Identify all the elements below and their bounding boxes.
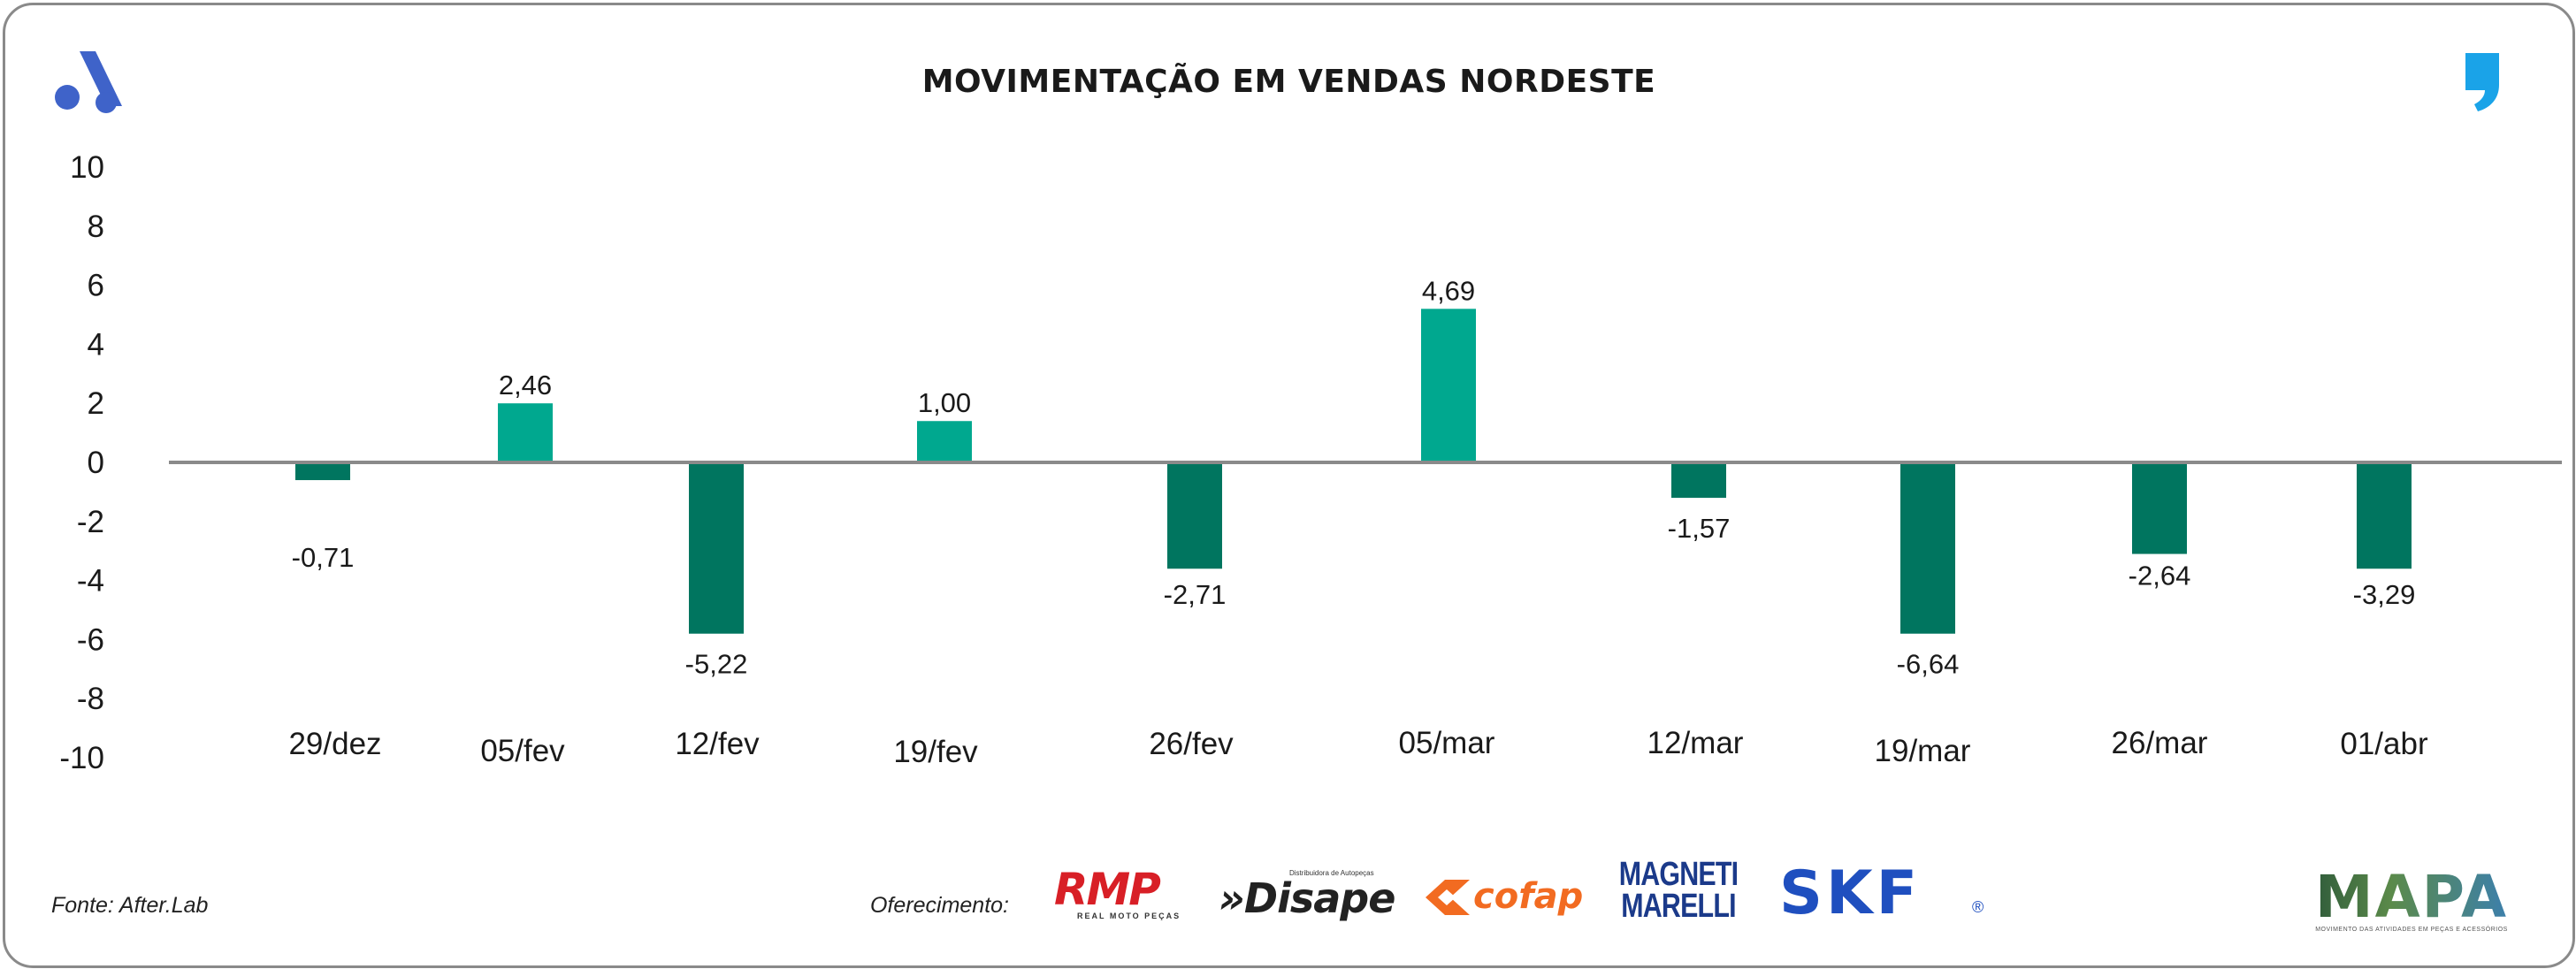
y-tick-label: 4 bbox=[88, 327, 104, 362]
comma-logo-icon bbox=[2465, 53, 2499, 111]
magneti-logo-line1: MAGNETI bbox=[1618, 856, 1739, 893]
mapa-logo: MAPA MOVIMENTO DAS ATIVIDADES EM PEÇAS E… bbox=[2310, 868, 2513, 939]
data-label: -5,22 bbox=[685, 649, 748, 680]
x-tick-label: 05/fev bbox=[480, 734, 565, 768]
bar-29/dez bbox=[295, 462, 350, 481]
y-tick-label: -10 bbox=[59, 741, 104, 775]
x-tick-label: 26/fev bbox=[1149, 727, 1234, 761]
mapa-logo-name: MAPA bbox=[2310, 868, 2513, 927]
source-note: Fonte: After.Lab bbox=[51, 893, 209, 918]
data-label: -0,71 bbox=[292, 542, 355, 573]
x-tick-label: 01/abr bbox=[2340, 727, 2428, 761]
rmp-logo-name: RMP bbox=[1054, 864, 1161, 915]
disape-logo: Distribuidora de Autopeças »Disape bbox=[1219, 869, 1395, 931]
bar-01/abr bbox=[2357, 462, 2412, 569]
y-tick-label: 6 bbox=[88, 269, 104, 303]
x-tick-label: 19/mar bbox=[1875, 734, 1971, 768]
bar-26/mar bbox=[2132, 462, 2187, 554]
rmp-logo-tagline: REAL MOTO PEÇAS bbox=[1077, 912, 1181, 920]
y-tick-label: 2 bbox=[88, 386, 104, 421]
y-tick-label: -4 bbox=[77, 564, 104, 599]
disape-logo-tagline: Distribuidora de Autopeças bbox=[1289, 869, 1374, 877]
data-label: -6,64 bbox=[1897, 649, 1960, 680]
bar-05/fev bbox=[498, 403, 553, 462]
y-axis: 10 8 6 4 2 0 -2 -4 -6 -8 -10 bbox=[59, 150, 104, 775]
chart-card: MOVIMENTAÇÃO EM VENDAS NORDESTE 10 8 6 4 2 0 -… bbox=[3, 3, 2575, 968]
mapa-logo-tagline: MOVIMENTO DAS ATIVIDADES EM PEÇAS E ACES… bbox=[2315, 927, 2508, 933]
cofap-mark-icon bbox=[1426, 880, 1470, 915]
bar-chart: 10 8 6 4 2 0 -2 -4 -6 -8 -10 -0,71 2,46 -5,22 1,00 -2,… bbox=[59, 150, 2562, 775]
data-label: -1,57 bbox=[1668, 513, 1731, 544]
y-tick-label: 8 bbox=[88, 210, 104, 244]
x-tick-label: 26/mar bbox=[2112, 726, 2208, 760]
skf-logo: SKF ® bbox=[1779, 863, 1991, 925]
data-label: -3,29 bbox=[2353, 579, 2416, 610]
bar-05/mar bbox=[1421, 309, 1476, 462]
rmp-logo: RMP REAL MOTO PEÇAS bbox=[1054, 867, 1196, 929]
x-tick-label: 12/fev bbox=[675, 727, 760, 761]
data-label: -2,71 bbox=[1164, 579, 1227, 610]
chart-title: MOVIMENTAÇÃO EM VENDAS NORDESTE bbox=[921, 64, 1656, 100]
data-label: 2,46 bbox=[499, 370, 552, 401]
data-label: 1,00 bbox=[918, 387, 971, 418]
cofap-logo: cofap bbox=[1424, 874, 1601, 927]
aftermarket-logo-icon bbox=[55, 51, 122, 113]
y-tick-label: -2 bbox=[77, 505, 104, 539]
bar-26/fev bbox=[1167, 462, 1222, 569]
sponsor-label: Oferecimento: bbox=[870, 893, 1010, 918]
disape-logo-name: »Disape bbox=[1219, 874, 1395, 922]
bar-19/mar bbox=[1900, 462, 1955, 634]
x-tick-label: 19/fev bbox=[893, 735, 978, 769]
x-axis: 29/dez 05/fev 12/fev 19/fev 26/fev 05/mar 12/m… bbox=[288, 726, 2428, 769]
x-tick-label: 05/mar bbox=[1399, 726, 1495, 760]
cofap-logo-name: cofap bbox=[1473, 876, 1584, 917]
bar-12/fev bbox=[689, 462, 744, 634]
magneti-marelli-logo: MAGNETI MARELLI bbox=[1615, 858, 1747, 929]
magneti-logo-line2: MARELLI bbox=[1621, 888, 1736, 925]
y-tick-label: -8 bbox=[77, 682, 104, 716]
skf-logo-name: SKF bbox=[1779, 858, 1922, 928]
y-tick-label: -6 bbox=[77, 622, 104, 657]
x-tick-label: 29/dez bbox=[288, 727, 381, 761]
y-tick-label: 10 bbox=[70, 150, 104, 185]
x-tick-label: 12/mar bbox=[1647, 726, 1744, 760]
bar-12/mar bbox=[1671, 462, 1726, 499]
bar-19/fev bbox=[917, 421, 972, 462]
data-label: -2,64 bbox=[2129, 561, 2191, 591]
data-labels: -0,71 2,46 -5,22 1,00 -2,71 4,69 -1,57 -6,64 -2,… bbox=[292, 275, 2416, 679]
bars bbox=[295, 309, 2412, 634]
data-label: 4,69 bbox=[1422, 275, 1475, 306]
skf-logo-registered: ® bbox=[1972, 898, 1984, 916]
y-tick-label: 0 bbox=[88, 446, 104, 480]
